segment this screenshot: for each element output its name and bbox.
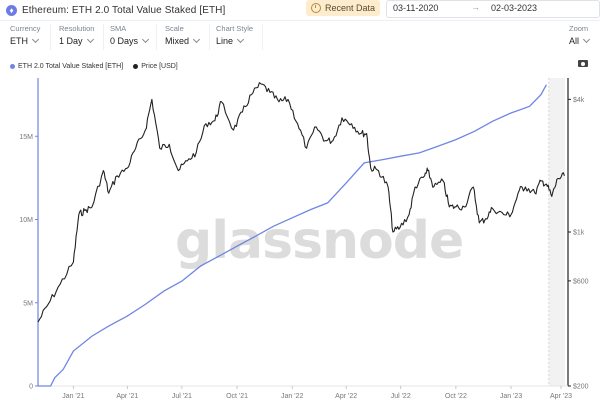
- left-tick-label: 15M: [19, 134, 33, 141]
- resolution-value: 1 Day: [59, 35, 94, 46]
- chevron-down-icon: [86, 35, 94, 44]
- chart-legend: ETH 2.0 Total Value Staked [ETH] Price […: [10, 60, 178, 72]
- chart-style-select[interactable]: Chart Style Line: [216, 24, 263, 50]
- currency-value: ETH: [10, 35, 40, 46]
- x-tick-label: Jan '23: [500, 393, 522, 400]
- right-tick-label: $200: [573, 384, 589, 391]
- zoom-value: All: [569, 35, 591, 46]
- zoom-label: Zoom: [569, 24, 589, 33]
- legend-label-price: Price [USD]: [141, 62, 178, 70]
- recent-data-button[interactable]: Recent Data: [306, 0, 380, 16]
- recent-shade: [548, 78, 565, 386]
- right-tick-label: $4k: [573, 97, 585, 104]
- currency-select[interactable]: Currency ETH: [10, 24, 51, 50]
- x-tick-label: Oct '21: [226, 393, 248, 400]
- watermark-text: glassnode: [175, 211, 463, 271]
- x-tick-label: Jan '22: [281, 393, 303, 400]
- chevron-down-icon: [582, 35, 591, 44]
- chart-style-label: Chart Style: [216, 24, 254, 33]
- chevron-down-icon: [141, 35, 150, 44]
- date-from-input[interactable]: 03-11-2020: [393, 3, 439, 13]
- left-tick-label: 10M: [19, 217, 33, 224]
- resolution-label: Resolution: [59, 24, 95, 33]
- legend-dot-staked: [10, 63, 15, 69]
- right-tick-label: $1k: [573, 230, 585, 237]
- x-tick-label: Apr '23: [550, 393, 572, 400]
- clock-icon: [310, 3, 321, 13]
- chart-area: glassnode 0 5M 10M 15M $200 $600 $1k $4k Jan '21 A…: [19, 78, 589, 400]
- scale-select[interactable]: Scale Mixed: [165, 24, 210, 50]
- page-title: Ethereum: ETH 2.0 Total Value Staked [ET…: [22, 4, 226, 16]
- title-wrap: ♦ Ethereum: ETH 2.0 Total Value Staked […: [6, 0, 225, 20]
- series-line-price: [37, 82, 565, 323]
- recent-data-label: Recent Data: [324, 3, 376, 13]
- top-bar: ♦ Ethereum: ETH 2.0 Total Value Staked […: [0, 0, 600, 21]
- x-tick-label: Jul '22: [391, 393, 411, 400]
- date-to-input[interactable]: 02-03-2023: [491, 3, 538, 13]
- sma-label: SMA: [110, 24, 127, 33]
- camera-icon[interactable]: [578, 60, 588, 67]
- legend-dot-price: [133, 63, 139, 69]
- sma-value: 0 Days: [110, 35, 150, 46]
- left-tick-label: 5M: [23, 300, 33, 307]
- x-tick-label: Jan '21: [62, 393, 84, 400]
- legend-item-price[interactable]: Price [USD]: [133, 63, 178, 70]
- x-tick-label: Jul '21: [172, 393, 192, 400]
- chevron-down-icon: [192, 35, 201, 44]
- date-range-picker[interactable]: 03-11-2020 → 02-03-2023: [386, 0, 600, 18]
- x-tick-label: Oct '22: [445, 393, 467, 400]
- chart-controls: Currency ETH Resolution 1 Day SMA 0 Days…: [0, 24, 600, 50]
- legend-label-staked: ETH 2.0 Total Value Staked [ETH]: [18, 62, 124, 70]
- x-tick-label: Apr '22: [335, 393, 357, 400]
- scale-label: Scale: [165, 24, 184, 33]
- scale-value: Mixed: [165, 35, 201, 46]
- chevron-down-icon: [236, 35, 245, 44]
- chart-style-value: Line: [216, 35, 245, 46]
- legend-item-staked[interactable]: ETH 2.0 Total Value Staked [ETH]: [10, 63, 123, 70]
- series-line-staked: [38, 84, 547, 387]
- right-tick-label: $600: [573, 278, 589, 285]
- left-tick-label: 0: [29, 384, 33, 391]
- chevron-down-icon: [31, 35, 40, 44]
- resolution-select[interactable]: Resolution 1 Day: [59, 24, 104, 50]
- currency-label: Currency: [10, 24, 41, 33]
- sma-select[interactable]: SMA 0 Days: [110, 24, 157, 50]
- eth-icon: ♦: [6, 4, 17, 16]
- x-tick-label: Apr '21: [116, 393, 138, 400]
- arrow-right-icon: →: [471, 2, 480, 12]
- zoom-select[interactable]: Zoom All: [569, 24, 597, 50]
